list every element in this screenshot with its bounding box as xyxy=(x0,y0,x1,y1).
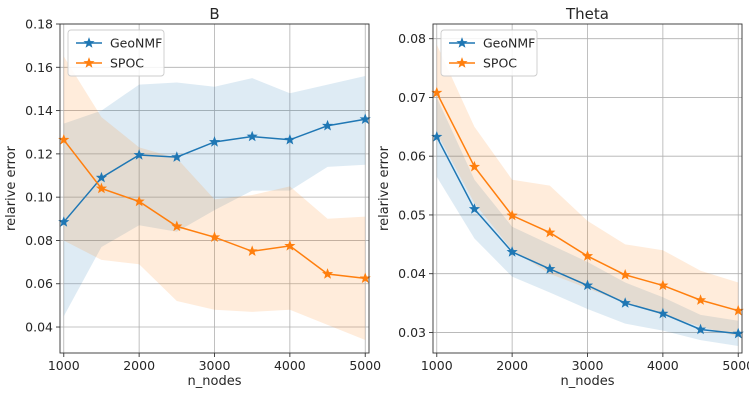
y-tick-label: 0.08 xyxy=(398,31,426,46)
y-tick-label: 0.18 xyxy=(25,17,53,32)
y-tick-label: 0.03 xyxy=(398,325,426,340)
data-point-spoc xyxy=(246,245,258,257)
data-point-spoc xyxy=(208,231,221,242)
legend-label-geonmf: GeoNMF xyxy=(483,36,535,51)
legend-marker-spoc xyxy=(83,57,95,68)
data-point-geonmf xyxy=(657,307,669,319)
x-tick-label: 4000 xyxy=(274,358,306,373)
x-tick-label: 1000 xyxy=(421,358,453,373)
chart-title: Theta xyxy=(565,5,609,23)
legend: GeoNMF SPOC xyxy=(440,29,538,77)
data-point-spoc xyxy=(284,240,296,251)
legend: GeoNMF SPOC xyxy=(67,29,165,77)
data-point-spoc xyxy=(171,220,183,232)
y-tick-label: 0.16 xyxy=(25,60,53,75)
legend-marker-geonmf xyxy=(83,37,95,48)
data-point-geonmf xyxy=(506,246,518,257)
chart-panel-2: 1000 2000 3000 4000 5000 0.03 0.04 0.05 0.06 0.07… xyxy=(377,5,749,389)
y-tick-label: 0.08 xyxy=(25,233,53,248)
legend-marker-spoc xyxy=(456,57,468,68)
data-point-geonmf xyxy=(133,149,145,160)
x-tick-label: 3000 xyxy=(199,358,231,373)
y-tick-label: 0.14 xyxy=(25,103,53,118)
x-tick-label: 4000 xyxy=(647,358,679,373)
x-tick-label: 2000 xyxy=(123,358,155,373)
data-point-geonmf xyxy=(321,119,334,131)
data-point-spoc xyxy=(657,279,669,291)
data-point-spoc xyxy=(581,250,594,261)
data-point-geonmf xyxy=(246,130,258,142)
data-point-spoc xyxy=(133,195,145,207)
y-tick-label: 0.12 xyxy=(25,146,53,161)
y-axis-label: relarive error xyxy=(4,145,19,231)
data-point-geonmf xyxy=(581,279,594,291)
x-tick-label: 3000 xyxy=(572,358,604,373)
data-point-spoc xyxy=(321,268,334,279)
data-point-spoc xyxy=(506,209,518,221)
confidence-band-spoc xyxy=(63,56,366,341)
legend-marker-geonmf xyxy=(456,37,468,48)
confidence-band-spoc xyxy=(436,44,739,337)
x-tick-label: 5000 xyxy=(722,358,749,373)
data-point-spoc xyxy=(694,294,707,305)
y-axis-label: relarive error xyxy=(377,145,392,231)
x-axis-label: n_nodes xyxy=(561,374,615,389)
y-tick-label: 0.04 xyxy=(398,266,426,281)
legend-label-spoc: SPOC xyxy=(110,56,144,71)
y-tick-label: 0.10 xyxy=(25,190,53,205)
data-point-spoc xyxy=(95,182,108,194)
data-point-geonmf xyxy=(544,263,556,274)
y-tick-label: 0.06 xyxy=(398,149,426,164)
data-point-geonmf xyxy=(171,151,183,162)
x-axis-label: n_nodes xyxy=(188,374,242,389)
data-point-geonmf xyxy=(95,171,108,183)
confidence-band-geonmf xyxy=(436,97,739,346)
y-tick-label: 0.04 xyxy=(25,320,53,335)
data-point-spoc xyxy=(544,226,556,238)
data-point-spoc xyxy=(468,160,481,172)
y-tick-label: 0.06 xyxy=(25,276,53,291)
chart-title: B xyxy=(209,5,219,23)
x-tick-label: 1000 xyxy=(48,358,80,373)
x-tick-label: 2000 xyxy=(496,358,528,373)
data-point-geonmf xyxy=(208,136,221,147)
legend-label-geonmf: GeoNMF xyxy=(110,36,162,51)
data-point-geonmf xyxy=(619,297,631,308)
data-point-geonmf xyxy=(468,203,481,214)
chart-panel-1: 1000 2000 3000 4000 5000 0.04 0.06 0.08 0.10 0.12… xyxy=(4,5,381,389)
y-tick-label: 0.05 xyxy=(398,207,426,222)
data-point-geonmf xyxy=(284,133,296,145)
data-point-geonmf xyxy=(694,323,707,335)
legend-label-spoc: SPOC xyxy=(483,56,517,71)
x-tick-label: 5000 xyxy=(349,358,381,373)
y-tick-label: 0.07 xyxy=(398,90,426,105)
data-point-spoc xyxy=(619,269,631,280)
